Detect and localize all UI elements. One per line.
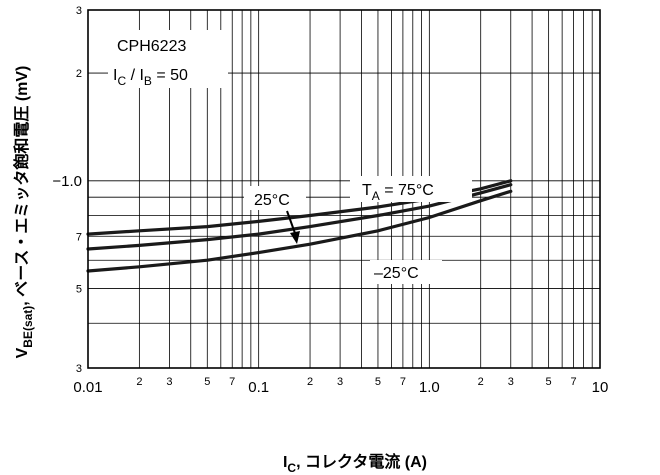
- label-75-bg: [350, 176, 472, 202]
- y-tick-label: 3: [76, 363, 82, 375]
- series-label-75c: TA = 75°C: [362, 182, 434, 203]
- series-label-25c: 25°C: [254, 192, 290, 209]
- x-tick-label: 2: [307, 376, 313, 388]
- x-tick-label: 5: [546, 376, 552, 388]
- label-25-arrow-line: [286, 210, 297, 237]
- label-25-arrowhead: [290, 231, 300, 244]
- grid-lines: [88, 10, 600, 368]
- y-tick-labels: 3 5 7 −1.0 2 3: [52, 5, 82, 375]
- x-tick-label: 3: [337, 376, 343, 388]
- curve-minus25c: [86, 189, 513, 273]
- x-tick-label: 2: [136, 376, 142, 388]
- y-tick-label: 5: [76, 284, 82, 296]
- x-tick-label: 7: [571, 376, 577, 388]
- y-tick-label: 2: [76, 68, 82, 80]
- y-axis-title: VBE(sat), ベース・エミッタ飽和電圧 (mV): [12, 66, 35, 359]
- x-tick-label: 0.1: [248, 379, 269, 396]
- condition-label: IC / IB = 50: [113, 67, 188, 88]
- x-tick-label: 5: [204, 376, 210, 388]
- x-tick-label: 7: [229, 376, 235, 388]
- label-25-bg: [244, 186, 306, 210]
- plot-frame: [87, 9, 601, 369]
- x-tick-label: 1.0: [419, 379, 440, 396]
- x-tick-label: 0.01: [73, 379, 102, 396]
- part-number-label: CPH6223: [117, 38, 186, 55]
- y-tick-label: 3: [76, 5, 82, 17]
- x-tick-label: 5: [375, 376, 381, 388]
- label-m25-bg: [370, 260, 442, 284]
- annotation-bg: [108, 30, 228, 88]
- x-tick-label: 10: [592, 379, 609, 396]
- y-tick-label: −1.0: [52, 173, 82, 190]
- x-tick-labels: 0.01 2 3 5 7 0.1 2 3 5 7 1.0 2 3 5 7 10: [73, 376, 608, 396]
- x-tick-label: 3: [166, 376, 172, 388]
- x-axis-title: IC, コレクタ電流 (A): [283, 452, 427, 475]
- y-tick-label: 7: [76, 231, 82, 243]
- x-tick-label: 7: [400, 376, 406, 388]
- series-label-minus25c: –25°C: [374, 265, 419, 282]
- x-tick-label: 2: [478, 376, 484, 388]
- x-tick-label: 3: [508, 376, 514, 388]
